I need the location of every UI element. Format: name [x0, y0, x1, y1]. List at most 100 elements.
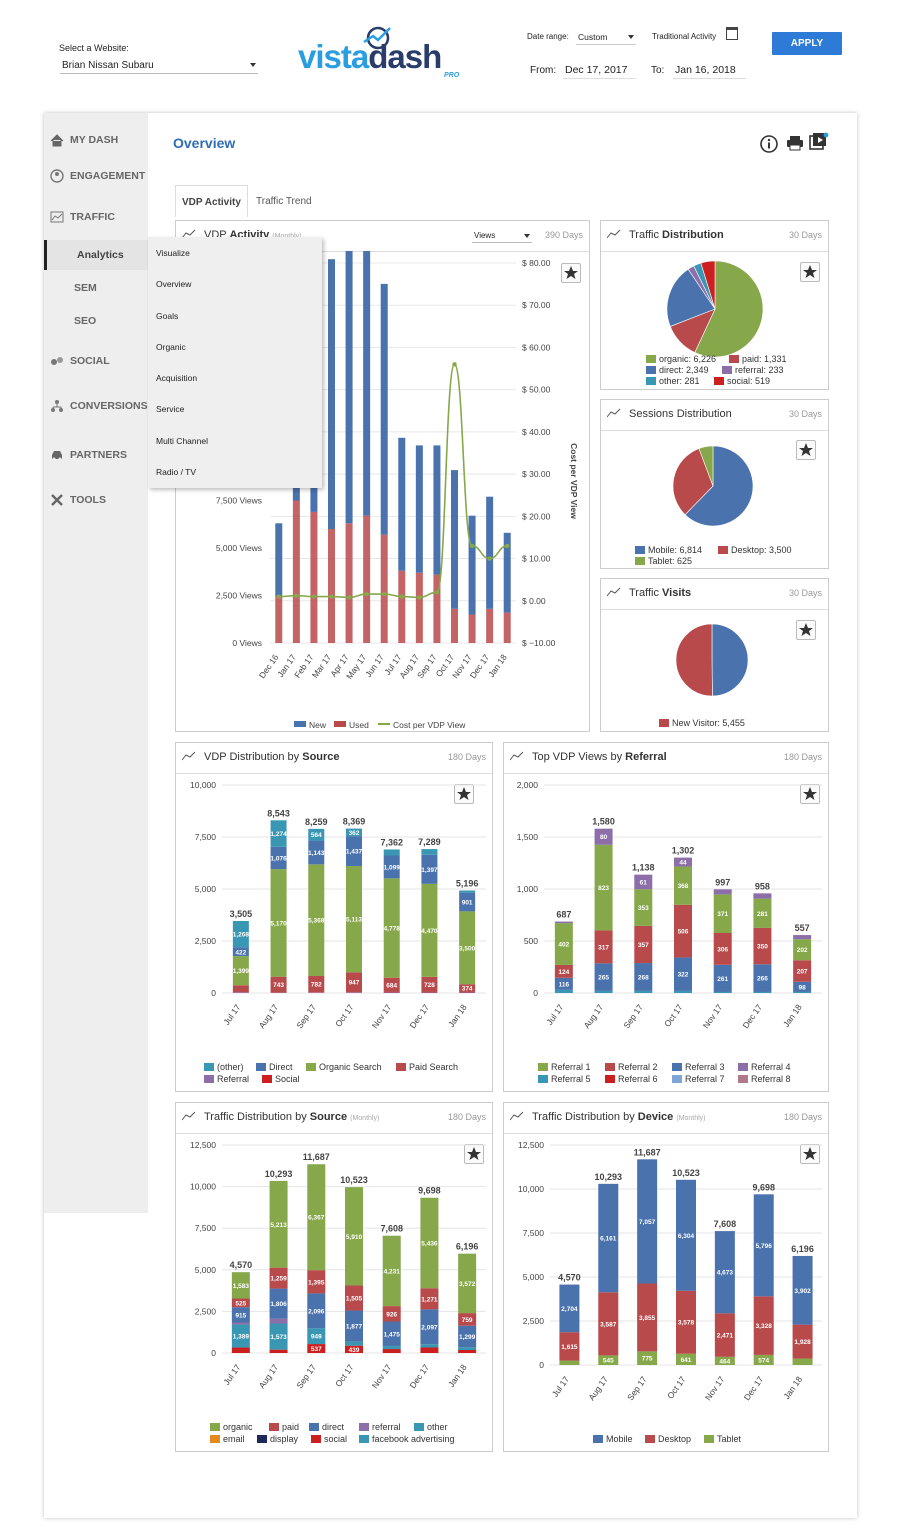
- metric-select[interactable]: Views: [472, 229, 532, 243]
- data-label: 506: [678, 929, 689, 936]
- flyout-item-overview[interactable]: Overview: [156, 279, 192, 289]
- flyout-item-service[interactable]: Service: [156, 404, 185, 414]
- bar-segment: [345, 1310, 363, 1342]
- sidebar-item-tools[interactable]: TOOLS: [44, 489, 148, 511]
- bar-segment: [383, 849, 400, 856]
- legend-display: display: [257, 1434, 298, 1444]
- data-label: 743: [273, 982, 284, 989]
- traditional-activity-label: Traditional Activity: [652, 32, 717, 41]
- sidebar-item-engagement[interactable]: ENGAGEMENT: [44, 165, 148, 187]
- data-label: 1,437: [346, 849, 363, 856]
- x-tick-label: Aug 17: [257, 1002, 281, 1030]
- bar-segment: [382, 1349, 401, 1353]
- favorite-star-icon[interactable]: [800, 262, 820, 282]
- favorite-star-icon[interactable]: [561, 263, 581, 283]
- bar-segment: [270, 869, 287, 977]
- cost-point: [452, 362, 457, 367]
- total-label: 7,608: [380, 1224, 403, 1234]
- favorite-star-icon[interactable]: [454, 784, 474, 804]
- site-select-label: Select a Website:: [59, 43, 129, 53]
- flyout-item-goals[interactable]: Goals: [156, 311, 179, 321]
- data-label: 3,855: [639, 1315, 656, 1322]
- site-select[interactable]: Brian Nissan Subaru: [60, 58, 258, 74]
- data-label: 207: [797, 969, 808, 976]
- bar-segment: [458, 1347, 477, 1351]
- vistadash-logo[interactable]: vistadash PRO: [298, 24, 468, 84]
- bar-new: [380, 283, 388, 535]
- sidebar-item-social[interactable]: SOCIAL: [44, 350, 148, 372]
- favorite-star-icon[interactable]: [464, 1144, 484, 1164]
- sidebar-item-partners[interactable]: PARTNERS: [44, 444, 148, 466]
- data-label: 5,796: [756, 1243, 773, 1250]
- export-icon[interactable]: [809, 132, 829, 151]
- data-label: 949: [311, 1334, 322, 1341]
- bar-used: [275, 595, 283, 643]
- bar-segment: [634, 889, 653, 926]
- x-tick-label: Nov 17: [703, 1374, 727, 1402]
- bar-used: [486, 608, 494, 643]
- sidebar-item-conversions[interactable]: CONVERSIONS: [44, 395, 148, 417]
- y2-tick-label: $ 70.00: [522, 300, 551, 310]
- panel-title-bold: Distribution: [662, 229, 724, 241]
- flyout-item-radio-tv[interactable]: Radio / TV: [156, 467, 197, 477]
- y-tick-label: 5,000 Views: [216, 543, 262, 553]
- flyout-item-organic[interactable]: Organic: [156, 342, 186, 352]
- calendar-icon[interactable]: [726, 27, 738, 40]
- days-label: 30 Days: [788, 409, 822, 419]
- logo-dash: dash: [368, 38, 442, 75]
- days-label: 180 Days: [783, 752, 822, 762]
- sidebar-subitem-sem[interactable]: SEM: [74, 282, 97, 294]
- date-range-select[interactable]: Custom: [576, 30, 636, 45]
- bar-segment: [594, 930, 613, 964]
- sidebar-subitem-analytics[interactable]: Analytics: [44, 240, 148, 270]
- data-label: 5,436: [421, 1240, 438, 1247]
- info-icon[interactable]: [760, 135, 778, 153]
- data-label: 3,902: [794, 1288, 811, 1295]
- favorite-star-icon[interactable]: [796, 620, 816, 640]
- flyout-item-visualize[interactable]: Visualize: [156, 248, 190, 258]
- bar-segment: [594, 844, 613, 931]
- tab-traffic-trend[interactable]: Traffic Trend: [256, 196, 312, 207]
- bar-segment: [676, 1290, 696, 1354]
- bar-segment: [420, 1197, 439, 1289]
- data-label: 5,113: [346, 917, 362, 924]
- flyout-item-multi-channel[interactable]: Multi Channel: [156, 436, 208, 446]
- bar-new: [433, 445, 441, 575]
- flyout-item-acquisition[interactable]: Acquisition: [156, 373, 198, 383]
- legend-social: Social: [262, 1074, 300, 1084]
- cost-point: [417, 595, 422, 600]
- from-date-input[interactable]: Dec 17, 2017: [563, 62, 636, 79]
- to-date-input[interactable]: Jan 16, 2018: [673, 62, 746, 79]
- data-label: 357: [638, 942, 649, 949]
- bar-segment: [421, 854, 438, 884]
- apply-button[interactable]: APPLY: [772, 32, 842, 55]
- y2-tick-label: $ 80.00: [522, 258, 551, 268]
- bar-segment: [345, 1187, 363, 1286]
- y-tick-label: 5,000: [195, 884, 217, 894]
- line-chart-icon: [510, 751, 524, 761]
- bar-segment: [598, 1183, 619, 1293]
- bar-segment: [713, 932, 732, 965]
- data-label: 2,471: [717, 1333, 734, 1340]
- print-icon[interactable]: [786, 135, 804, 151]
- sidebar-item-traffic[interactable]: TRAFFIC: [44, 206, 148, 228]
- panel-title-pre: Top VDP Views by: [532, 751, 623, 763]
- data-label: 564: [311, 832, 322, 839]
- legend-tablet: Tablet: 625: [635, 556, 692, 566]
- data-label: 728: [424, 982, 435, 989]
- data-label: 124: [558, 969, 569, 976]
- sidebar-subitem-seo[interactable]: SEO: [74, 315, 97, 327]
- favorite-star-icon[interactable]: [796, 440, 816, 460]
- legend-paid-search: Paid Search: [396, 1062, 458, 1072]
- tools-icon: [50, 493, 64, 507]
- sessions-distribution-panel: Sessions Distribution 30 Days Mobile: 6,…: [600, 399, 829, 569]
- bar-segment: [345, 1285, 363, 1311]
- tab-vdp-activity[interactable]: VDP Activity: [175, 185, 248, 217]
- x-tick-label: Sep 17: [621, 1002, 645, 1030]
- sidebar-item-my-dash[interactable]: MY DASH: [44, 129, 148, 151]
- bar-new: [503, 532, 511, 613]
- bar-segment: [421, 849, 438, 855]
- bar-segment: [459, 984, 476, 992]
- favorite-star-icon[interactable]: [800, 784, 820, 804]
- legend-social: social: [311, 1434, 347, 1444]
